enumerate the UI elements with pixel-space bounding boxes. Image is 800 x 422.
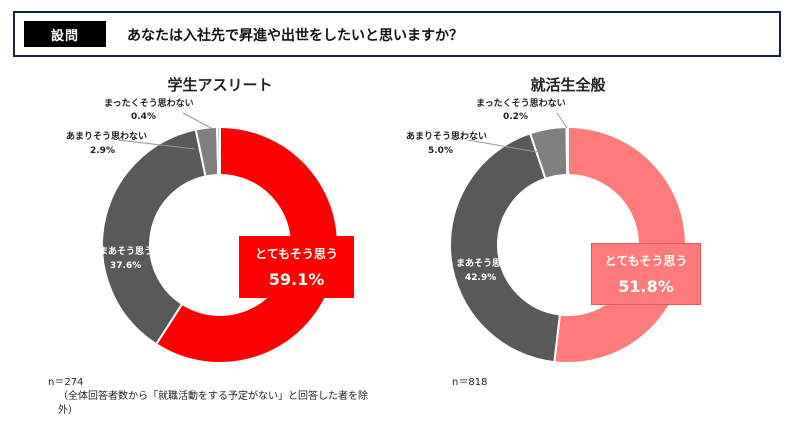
callout-strong-student: とてもそう思う 59.1%	[239, 236, 354, 298]
callout-value-student: 59.1%	[268, 270, 325, 289]
leader-line-0-student	[182, 112, 212, 129]
note-sample-general: n＝818	[452, 377, 488, 388]
value-not-much-general: 5.0%	[428, 146, 453, 156]
note-n-student: n＝274	[48, 377, 84, 388]
slice-somewhat-general	[449, 131, 561, 364]
value-somewhat-student: 37.6%	[110, 261, 142, 271]
label-somewhat-student: まあそう思う	[99, 247, 154, 257]
callout-label-student: とてもそう思う	[255, 247, 338, 261]
value-not-at-all-general: 0.2%	[503, 112, 528, 122]
note-sample-student: n＝274 （全体回答者数から「就職活動をする予定がない」と回答した者を除外）	[48, 376, 378, 418]
slice-not-at-all-student	[216, 125, 221, 177]
leader-line-1-general	[467, 139, 538, 153]
value-not-much-student: 2.9%	[90, 146, 115, 156]
label-not-much-student: あまりそう思わない	[66, 132, 148, 142]
leader-line-1-student	[117, 139, 196, 150]
label-not-much-general: あまりそう思わない	[406, 132, 488, 142]
question-box: 設問 あなたは入社先で昇進や出世をしたいと思いますか？	[13, 11, 781, 57]
value-somewhat-general: 42.9%	[465, 273, 497, 283]
slice-strong-student	[154, 125, 339, 364]
slice-not-at-all-general	[565, 125, 569, 177]
chart-title-student: 学生アスリート	[167, 76, 273, 94]
callout-value-general: 51.8%	[618, 277, 674, 296]
label-not-at-all-student: まったくそう思わない	[104, 99, 194, 109]
note-exclusion: （全体回答者数から「就職活動をする予定がない」と回答した者を除外）	[58, 391, 368, 416]
value-not-at-all-student: 0.4%	[131, 112, 156, 122]
callout-strong-general: とてもそう思う 51.8%	[591, 243, 701, 305]
callout-label-general: とてもそう思う	[604, 254, 688, 268]
chart-title-general: 就活生全般	[530, 76, 606, 94]
label-not-at-all-general: まったくそう思わない	[476, 99, 566, 109]
slice-somewhat-student	[101, 128, 207, 346]
leader-line-0-general	[556, 112, 568, 129]
question-label: 設問	[24, 21, 106, 47]
label-somewhat-general: まあそう思う	[456, 259, 511, 269]
question-text: あなたは入社先で昇進や出世をしたいと思いますか？	[127, 28, 463, 44]
